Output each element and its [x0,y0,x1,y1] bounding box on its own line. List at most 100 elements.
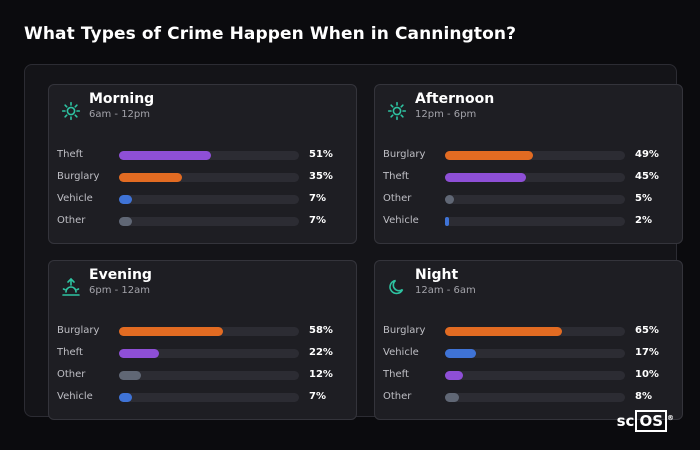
crime-row-theft: Theft 45% [383,171,673,185]
bar-fill [445,371,463,380]
crime-row-vehicle: Vehicle 7% [57,193,347,207]
bar-track [445,217,625,226]
crime-row-vehicle: Vehicle 7% [57,391,347,405]
crime-percent: 65% [635,325,659,336]
bar-fill [119,393,132,402]
bar-fill [119,195,132,204]
logo-mark: ® [667,414,674,422]
crime-label: Theft [383,369,409,380]
crime-percent: 12% [309,369,333,380]
bar-fill [119,217,132,226]
sun-icon [387,101,407,121]
crime-row-other: Other 5% [383,193,673,207]
crime-row-burglary: Burglary 35% [57,171,347,185]
crime-percent: 5% [635,193,652,204]
bar-fill [445,327,562,336]
crime-label: Theft [383,171,409,182]
crime-percent: 7% [309,215,326,226]
bar-fill [119,327,224,336]
crime-label: Vehicle [57,391,93,402]
bar-fill [445,151,534,160]
logo-prefix: sc [616,412,635,430]
crime-row-theft: Theft 22% [57,347,347,361]
bar-fill [445,195,454,204]
crime-row-vehicle: Vehicle 2% [383,215,673,229]
crime-label: Other [383,193,412,204]
crime-percent: 22% [309,347,333,358]
crime-label: Vehicle [383,347,419,358]
bar-track [119,349,299,358]
card-hours: 12pm - 6pm [415,109,477,120]
crime-percent: 49% [635,149,659,160]
crime-percent: 7% [309,193,326,204]
card-hours: 12am - 6am [415,285,476,296]
bar-track [445,393,625,402]
sunset-icon [61,277,81,297]
bar-fill [445,217,449,226]
crime-row-other: Other 7% [57,215,347,229]
card-afternoon: Afternoon 12pm - 6pm Burglary 49% Theft 45% Ot… [374,84,683,244]
crime-row-other: Other 8% [383,391,673,405]
bar-fill [445,393,460,402]
card-title: Evening [89,267,152,283]
bar-track [445,349,625,358]
crime-percent: 2% [635,215,652,226]
card-hours: 6am - 12pm [89,109,151,120]
bar-track [445,151,625,160]
bar-track [119,173,299,182]
bar-track [119,151,299,160]
bar-fill [119,151,211,160]
crime-percent: 35% [309,171,333,182]
crime-label: Theft [57,149,83,160]
card-morning: Morning 6am - 12pm Theft 51% Burglary 35% Vehi… [48,84,357,244]
crime-percent: 51% [309,149,333,160]
page-title: What Types of Crime Happen When in Canni… [24,24,517,44]
bar-track [445,195,625,204]
crime-row-burglary: Burglary 49% [383,149,673,163]
bar-fill [119,349,159,358]
crime-label: Burglary [383,325,426,336]
card-title: Morning [89,91,155,107]
crime-label: Burglary [57,325,100,336]
sun-icon [61,101,81,121]
bar-track [119,217,299,226]
crime-row-vehicle: Vehicle 17% [383,347,673,361]
crime-percent: 58% [309,325,333,336]
crime-row-theft: Theft 10% [383,369,673,383]
crime-label: Burglary [57,171,100,182]
crime-label: Other [57,215,86,226]
crime-row-theft: Theft 51% [57,149,347,163]
bar-track [119,371,299,380]
bar-fill [445,173,526,182]
bar-track [119,393,299,402]
bar-track [119,195,299,204]
bar-track [445,173,625,182]
crime-percent: 7% [309,391,326,402]
card-hours: 6pm - 12am [89,285,151,296]
crime-percent: 8% [635,391,652,402]
crime-percent: 45% [635,171,659,182]
crime-row-other: Other 12% [57,369,347,383]
scos-logo: sc OS ® [616,410,674,432]
crime-percent: 17% [635,347,659,358]
moon-icon [387,277,407,297]
bar-fill [119,173,182,182]
crime-label: Vehicle [57,193,93,204]
card-night: Night 12am - 6am Burglary 65% Vehicle 17% Thef… [374,260,683,420]
crime-label: Burglary [383,149,426,160]
bar-fill [445,349,476,358]
crime-label: Theft [57,347,83,358]
crime-label: Other [383,391,412,402]
logo-box: OS [635,410,667,432]
card-title: Night [415,267,459,283]
crime-percent: 10% [635,369,659,380]
crime-row-burglary: Burglary 65% [383,325,673,339]
card-title: Afternoon [415,91,495,107]
bar-track [445,327,625,336]
crime-row-burglary: Burglary 58% [57,325,347,339]
bar-fill [119,371,141,380]
card-evening: Evening 6pm - 12am Burglary 58% Theft 22% Othe… [48,260,357,420]
crime-label: Other [57,369,86,380]
crime-label: Vehicle [383,215,419,226]
bar-track [119,327,299,336]
